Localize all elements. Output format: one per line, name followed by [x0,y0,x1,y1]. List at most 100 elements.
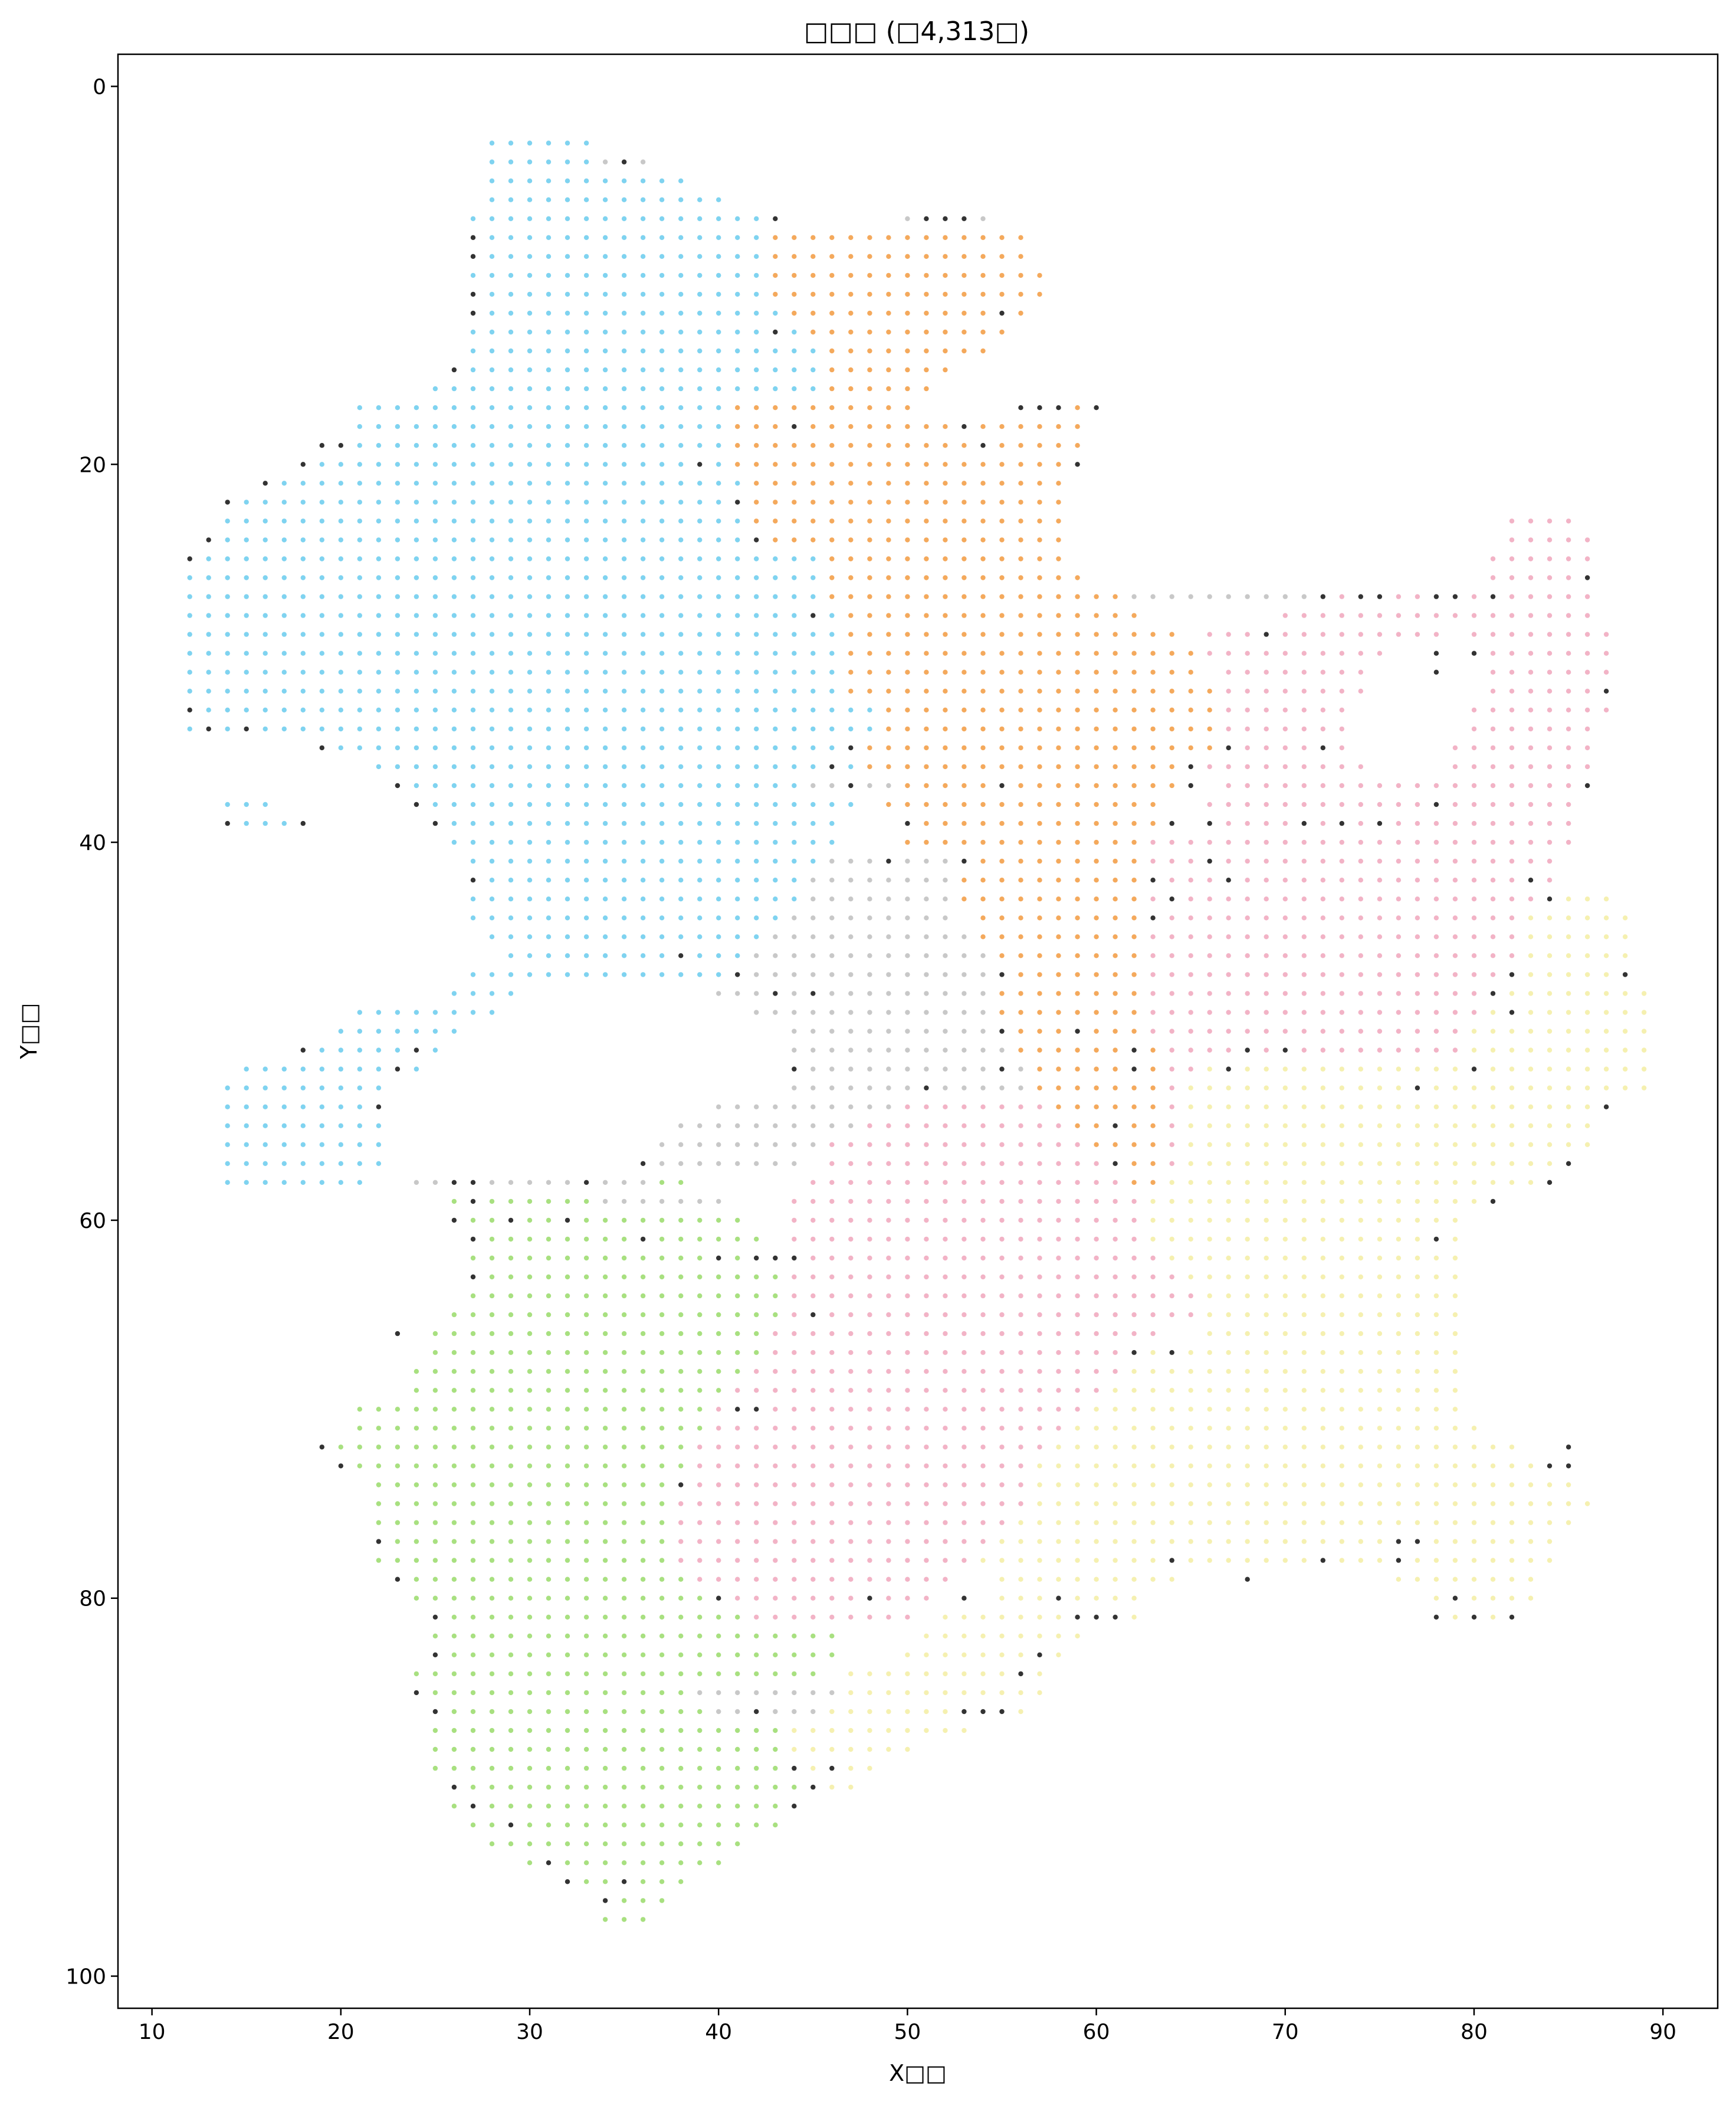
data-point-cyan [640,500,646,505]
data-point-yellow [1320,1312,1325,1318]
data-point-pink [1452,783,1458,789]
data-point-green [508,1709,514,1715]
data-point-orange [867,556,872,561]
data-point-yellow [1622,991,1628,996]
data-point-yellow [980,1633,986,1638]
data-point-orange [1075,613,1080,618]
data-point-orange [961,613,967,618]
data-point-black [1566,1161,1571,1167]
data-point-yellow [1452,1180,1458,1186]
data-point-pink [792,1407,797,1412]
data-point-green [565,1558,570,1563]
data-point-yellow [1245,1520,1250,1525]
data-point-pink [1037,1274,1042,1280]
data-point-yellow [1245,1085,1250,1091]
data-point-cyan [470,329,476,335]
data-point-black [187,556,192,561]
data-point-pink [1056,1293,1061,1299]
data-point-cyan [432,1047,438,1053]
data-point-gray [924,953,929,958]
data-point-cyan [735,537,740,543]
data-point-pink [1282,1010,1288,1015]
data-point-yellow [1509,991,1515,996]
data-point-orange [943,348,948,354]
data-point-pink [1603,632,1609,637]
data-point-yellow [848,1690,854,1696]
data-point-green [395,1407,401,1412]
data-point-yellow [1037,1482,1042,1487]
data-point-green [792,1633,797,1638]
data-point-pink [792,1520,797,1525]
data-point-yellow [1075,1577,1080,1582]
data-point-orange [867,481,872,486]
data-point-cyan [395,424,401,429]
data-point-pink [1377,651,1383,656]
data-point-pink [1377,802,1383,807]
data-point-yellow [1471,1444,1477,1450]
data-point-pink [1603,651,1609,656]
data-point-black [565,1879,570,1884]
data-point-cyan [489,462,495,467]
data-point-pink [1207,764,1212,770]
data-point-pink [810,1255,816,1261]
plot-frame [117,53,1719,2009]
data-point-green [451,1614,457,1620]
data-point-orange [924,481,929,486]
data-point-black [508,1217,514,1223]
data-point-pink [848,1595,854,1601]
data-point-cyan [376,1085,382,1091]
data-point-green [489,1482,495,1487]
data-point-yellow [1358,1255,1363,1261]
data-point-yellow [1358,1198,1363,1204]
data-point-cyan [357,726,362,732]
data-point-pink [810,1482,816,1487]
data-point-yellow [1339,1558,1344,1563]
data-point-cyan [565,216,570,221]
data-point-cyan [319,1047,324,1053]
data-point-pink [1245,934,1250,940]
data-point-orange [961,462,967,467]
data-point-orange [1113,1010,1118,1015]
data-point-cyan [451,594,457,599]
data-point-cyan [508,424,514,429]
data-point-orange [867,537,872,543]
data-point-pink [961,1255,967,1261]
data-point-yellow [1320,1407,1325,1412]
data-point-pink [1264,1029,1269,1034]
data-point-pink [886,1236,891,1242]
data-point-orange [1056,613,1061,618]
data-point-green [565,1690,570,1696]
data-point-pink [961,1463,967,1469]
data-point-green [508,1520,514,1525]
data-point-green [451,1595,457,1601]
data-point-pink [735,1388,740,1393]
data-point-yellow [1528,1595,1534,1601]
data-point-yellow [1528,1539,1534,1544]
data-point-pink [943,1577,948,1582]
data-point-orange [905,802,910,807]
data-point-green [583,1595,589,1601]
data-point-pink [1226,783,1231,789]
data-point-yellow [924,1633,929,1638]
data-point-green [602,1312,608,1318]
data-point-orange [1056,707,1061,713]
data-point-yellow [1396,1501,1402,1506]
data-point-green [640,1595,646,1601]
data-point-cyan [451,688,457,694]
data-point-pink [1188,878,1193,883]
data-point-cyan [376,764,382,770]
data-point-gray [659,1161,665,1167]
data-point-cyan [357,1180,362,1186]
data-point-pink [1150,1010,1156,1015]
data-point-green [716,1312,721,1318]
data-point-yellow [1301,1180,1307,1186]
y-tick-label: 40 [79,831,106,855]
data-point-orange [886,443,891,448]
data-point-yellow [1282,1482,1288,1487]
data-point-green [489,1293,495,1299]
data-point-green [621,1595,627,1601]
data-point-orange [1037,1066,1042,1072]
data-point-orange [1094,1104,1099,1109]
data-point-cyan [583,159,589,165]
data-point-yellow [1245,1180,1250,1186]
